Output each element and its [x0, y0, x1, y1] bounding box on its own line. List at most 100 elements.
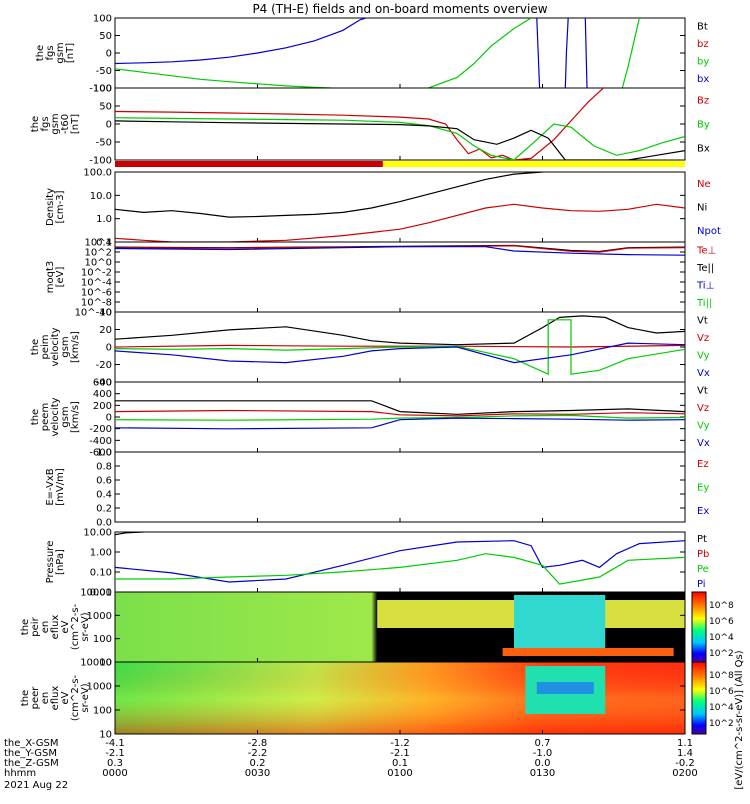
y-tick-label: 10000: [80, 588, 112, 599]
panel-pressure: 10.00 1.00 0.10 0.01 Pressure [nPa] Pt Pb Pe Pi: [45, 528, 709, 599]
legend-entry: Vt: [697, 315, 708, 326]
x-axis-row-name: the_X-GSM: [4, 738, 58, 749]
series-line-Vz: [115, 409, 685, 417]
x-axis-value: -4.1: [105, 738, 125, 749]
y-tick-label: 0.2: [96, 504, 112, 515]
y-axis-label: peem: [40, 403, 51, 431]
colorbar-tick-label: 10^6: [709, 687, 734, 697]
y-axis-label: peer: [30, 686, 41, 710]
series-line-bx_4: [584, 18, 588, 88]
y-tick-label: 50: [99, 31, 112, 42]
x-axis-value: 0.1: [392, 758, 408, 769]
colorbar-bottom: [691, 661, 707, 735]
y-axis-label: the: [20, 690, 31, 706]
y-axis-label: en: [40, 692, 51, 705]
y-tick-label: -200: [89, 424, 112, 435]
plot-title: P4 (TH-E) fields and on-board moments ov…: [252, 2, 547, 16]
x-axis-value: 0.0: [535, 758, 551, 769]
y-tick-label: 10^2: [85, 248, 112, 259]
y-tick-label: -100: [89, 156, 112, 167]
y-tick-label: 10.00: [83, 528, 112, 539]
series-line-Pi: [115, 540, 685, 583]
y-tick-label: 100: [93, 84, 112, 95]
legend-entry: Ex: [697, 506, 709, 517]
colorbar-tick-label: 10^2: [709, 719, 734, 729]
legend-entry: Vy: [697, 420, 710, 431]
legend-entry: bx: [697, 74, 709, 85]
y-axis-label: sr-eV): [80, 683, 91, 712]
y-tick-label: 1000: [87, 682, 112, 693]
y-tick-label: 1.00: [90, 548, 112, 559]
legend-entry: Ti⊥: [696, 280, 714, 291]
x-axis-row-name: hhmm: [4, 768, 36, 779]
y-tick-label: -400: [89, 436, 112, 447]
y-tick-label: 100.0: [83, 168, 112, 179]
legend-entry: Ey: [697, 483, 709, 494]
y-axis-label: fgs: [45, 45, 56, 60]
y-axis-label: moqt3: [45, 261, 56, 294]
y-axis-label: -t60: [60, 114, 71, 134]
x-axis-row-name: the_Z-GSM: [4, 758, 59, 769]
y-tick-label: 10: [99, 658, 112, 669]
y-tick-label: 10.0: [90, 191, 112, 202]
series-line-Ni: [115, 172, 543, 218]
series-line-Te_perp: [115, 245, 685, 253]
y-tick-label: 0: [106, 413, 112, 424]
y-tick-label: -40: [96, 378, 112, 389]
y-tick-label: 0.1: [96, 238, 112, 249]
y-axis-label: Density: [45, 188, 56, 226]
x-axis-value: 0130: [530, 768, 555, 779]
y-axis-label: the: [30, 116, 41, 132]
colorbar-tick-label: 10^4: [709, 703, 734, 713]
x-axis-value: 0.7: [535, 738, 551, 749]
y-tick-label: -50: [96, 66, 112, 77]
y-tick-label: 10^-6: [81, 288, 112, 299]
y-axis-label: eV: [60, 691, 71, 704]
legend-entry: Pi: [697, 579, 706, 590]
legend-entry: Te⊥: [696, 245, 716, 256]
y-axis-label: the: [30, 339, 41, 355]
panel-frame: [114, 171, 686, 243]
y-tick-label: 100: [93, 634, 112, 645]
y-axis-label: fgs: [40, 116, 51, 131]
y-axis-label: eflux: [50, 686, 61, 711]
series-line-Bx: [115, 120, 685, 160]
series-line-Pt: [115, 532, 144, 536]
series-line-bx_2: [536, 18, 542, 88]
x-axis-value: 0200: [672, 768, 697, 779]
panel-frame: [114, 17, 686, 89]
series-line-Vz: [115, 344, 685, 348]
panel-peer: 10000 1000 100 10 the peer en eflux eV (cm^2-s-sr…: [20, 658, 686, 741]
y-axis-label: [nT]: [65, 43, 76, 63]
y-axis-label: eflux: [50, 615, 61, 640]
legend-entry: Vx: [697, 368, 710, 379]
y-axis-label: [eV]: [55, 267, 66, 288]
legend-entry: by: [697, 56, 709, 67]
y-tick-label: 10^-10: [75, 308, 112, 319]
colorbar-tick-label: 10^8: [709, 671, 734, 681]
y-axis-label: E=-VxB: [45, 468, 56, 505]
colorbar-top: [691, 591, 707, 663]
colorbar-tick-label: 10^8: [709, 601, 734, 611]
panel-frame: [114, 531, 686, 593]
series-line-Ne: [115, 203, 685, 242]
colorbar-label: [eV/(cm^2-s-sr-eV)] (All Qs): [734, 650, 745, 789]
series-line-bx: [115, 18, 366, 65]
x-axis-value: -1.2: [390, 738, 410, 749]
legend-entry: Vt: [697, 385, 708, 396]
series-line-Bz: [115, 88, 605, 160]
panel-frame: [114, 451, 686, 523]
y-axis-label: [km/s]: [70, 331, 81, 363]
y-tick-label: -20: [96, 360, 112, 371]
y-tick-label: 0.6: [96, 476, 112, 487]
spectrogram-core: [536, 682, 594, 694]
y-tick-label: 10000: [80, 658, 112, 669]
mode-bar-slow: [115, 161, 383, 167]
legend-entry: Vz: [697, 403, 709, 414]
legend-entry: Pe: [697, 564, 709, 575]
y-axis-label: [mV/m]: [55, 468, 66, 506]
panel-peim_velocity: 40 20 0 -20 -40 the peim velocity gsm [km/s] Vt Vz V…: [30, 308, 710, 389]
legend-entry: Npot: [697, 226, 721, 237]
